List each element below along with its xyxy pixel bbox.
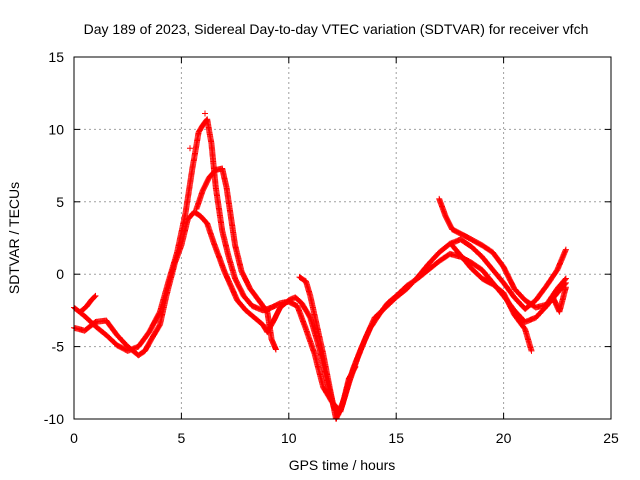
y-tick-label: 0 <box>56 266 64 282</box>
x-tick-label: 10 <box>281 430 297 446</box>
y-tick-label: -10 <box>44 411 64 427</box>
data-point <box>91 293 98 300</box>
axis-ticks: 0 5 10 15 20 25 -10 -5 0 5 10 15 <box>44 49 619 446</box>
data-point <box>202 110 208 117</box>
x-tick-label: 0 <box>70 430 78 446</box>
plot-frame <box>73 56 612 420</box>
data-point <box>562 276 569 283</box>
data-point <box>562 284 569 291</box>
x-tick-label: 20 <box>496 430 512 446</box>
y-tick-label: 5 <box>56 194 64 210</box>
data-points <box>71 110 569 422</box>
y-tick-label: 10 <box>48 121 64 137</box>
data-point <box>562 246 569 253</box>
x-tick-label: 5 <box>178 430 186 446</box>
x-tick-label: 15 <box>388 430 404 446</box>
data-point <box>562 275 569 282</box>
chart-title: Day 189 of 2023, Sidereal Day-to-day VTE… <box>84 21 589 37</box>
x-axis-label: GPS time / hours <box>289 457 396 473</box>
data-point <box>528 347 535 354</box>
y-tick-label: -5 <box>52 339 65 355</box>
data-point <box>352 363 359 370</box>
data-point <box>92 292 99 299</box>
x-tick-label: 25 <box>603 430 619 446</box>
data-point <box>272 346 279 353</box>
y-tick-label: 15 <box>48 49 64 65</box>
data-point <box>187 145 193 152</box>
y-axis-label: SDTVAR / TECUs <box>6 182 22 294</box>
